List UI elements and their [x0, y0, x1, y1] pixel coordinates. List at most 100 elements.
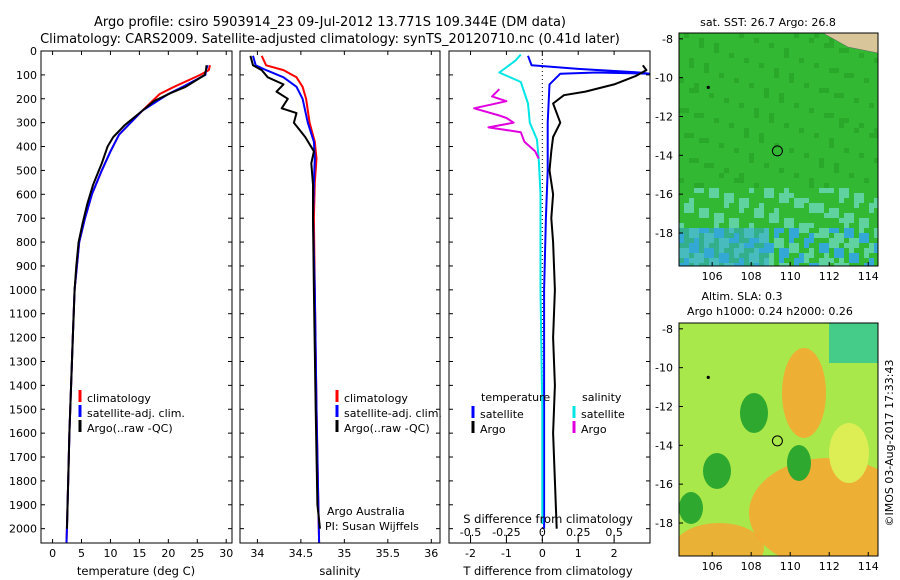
sst-field-cell: [834, 238, 839, 243]
sst-field-cell: [864, 178, 869, 183]
sst-field-cell: [849, 228, 854, 233]
sst-field-cell: [809, 203, 814, 208]
sst-field-cell: [799, 228, 804, 233]
salinity-xtick-label: 35.5: [376, 547, 401, 560]
salinity-panel: 34 34.5 35 35.5 36 salinity climatology satel…: [239, 50, 442, 578]
salinity-xtick-label: 34: [250, 547, 264, 560]
sst-field-cell: [724, 168, 729, 173]
sst-field-cell: [744, 128, 749, 133]
sst-field-cell: [834, 243, 839, 248]
salinity-series-argorawqc-line: [249, 55, 321, 529]
difference-legend-label: Argo: [581, 423, 607, 436]
map-xtick-label: 114: [858, 270, 879, 283]
sst-field-cell: [774, 238, 779, 243]
sst-field-cell: [694, 188, 699, 193]
sst-field-cell: [774, 208, 779, 213]
temperature-ytick-label: 300: [16, 117, 37, 130]
sst-field-cell: [849, 243, 854, 248]
sst-field-cell: [874, 158, 878, 163]
sst-field-cell: [814, 233, 819, 238]
map-ytick-label: -10: [655, 362, 673, 375]
sst-field-cell: [769, 43, 774, 48]
difference-panel: -2 -1 0 1 2 -0.5 -0.25 0 0.25 0.5 S difference fr…: [448, 50, 651, 578]
sst-field-cell: [829, 188, 834, 193]
sst-field-cell: [789, 233, 794, 238]
sst-field-cell: [844, 148, 849, 153]
sst-field-cell: [764, 88, 769, 93]
sst-field-cool-patch: [679, 228, 769, 266]
sst-field-cell: [859, 123, 864, 128]
sst-field-cell: [859, 228, 864, 233]
sst-field-cell: [709, 188, 714, 193]
sst-field-cell: [834, 163, 839, 168]
difference-top-tick-label: -0.25: [492, 526, 520, 539]
sst-field-cell: [774, 218, 779, 223]
sst-field-cell: [709, 163, 714, 168]
sst-field-cell: [794, 243, 799, 248]
sst-field-cell: [809, 238, 814, 243]
sst-field-cell: [729, 218, 734, 223]
sst-field-cell: [754, 183, 759, 188]
temperature-xtick-label: 30: [219, 547, 233, 560]
sst-field-cell: [824, 233, 829, 238]
sst-field-cell: [859, 223, 864, 228]
sst-field-cell: [874, 198, 878, 203]
sst-field-cell: [839, 258, 844, 263]
sst-field-cell: [854, 193, 859, 198]
sst-field-cell: [779, 253, 784, 258]
sst-field-cell: [759, 208, 764, 213]
map-ytick-label: -8: [662, 323, 673, 336]
sst-field-cell: [874, 228, 878, 233]
difference-legend-label: satellite: [581, 408, 625, 421]
sst-field-cell: [814, 33, 819, 38]
sst-field-cell: [789, 228, 794, 233]
temperature-ytick-label: 1100: [9, 308, 37, 321]
sst-field-cell: [834, 263, 839, 266]
sst-field-cell: [829, 208, 834, 213]
difference-xlabel-top: S difference from climatology: [463, 512, 633, 526]
sst-field-cell: [864, 238, 869, 243]
temperature-ytick-label: 1900: [9, 499, 37, 512]
sst-field-cell: [789, 78, 794, 83]
sst-field-cell: [829, 68, 834, 73]
sst-field-cell: [834, 248, 839, 253]
sst-field-cell: [684, 203, 689, 208]
sst-field-cell: [854, 258, 859, 263]
sst-field-cell: [769, 118, 774, 123]
sst-field-cell: [849, 238, 854, 243]
sst-field-cell: [864, 253, 869, 258]
sst-field-cell: [874, 133, 878, 138]
temperature-panel: 0 5 10 15 20 25 300100200300400500600700800900…: [9, 45, 233, 578]
sst-field-cell: [689, 208, 694, 213]
map-ytick-label: -14: [655, 439, 673, 452]
sst-field-cell: [829, 258, 834, 263]
sst-field-cell: [784, 253, 789, 258]
sst-field-cell: [719, 213, 724, 218]
sst-field-cell: [849, 258, 854, 263]
sst-field-cell: [684, 133, 689, 138]
sst-field-cell: [819, 233, 824, 238]
sst-field-cell: [874, 128, 878, 133]
sst-field-cell: [769, 253, 774, 258]
sst-field-cell: [779, 98, 784, 103]
sst-field-cell: [819, 248, 824, 253]
sst-field-cell: [829, 113, 834, 118]
sst-field-cell: [779, 193, 784, 198]
sst-field-cell: [724, 203, 729, 208]
salinity-xlabel: salinity: [319, 564, 360, 578]
sst-field-cell: [854, 238, 859, 243]
difference-series-satellite-salinity-line: [498, 53, 544, 524]
sst-field-cell: [874, 58, 878, 63]
temperature-xlabel: temperature (deg C): [77, 564, 195, 578]
sst-field-cell: [764, 163, 769, 168]
sst-field-cell: [699, 188, 704, 193]
sst-field-cell: [694, 158, 699, 163]
difference-legend-title-temperature: temperature: [481, 391, 550, 404]
sst-field-cell: [689, 133, 694, 138]
sst-field-cell: [729, 223, 734, 228]
sst-field-cell: [699, 183, 704, 188]
sst-field-cell: [689, 63, 694, 68]
salinity-xtick-label: 36: [424, 547, 438, 560]
sst-field-cell: [769, 193, 774, 198]
sst-field-cell: [799, 258, 804, 263]
